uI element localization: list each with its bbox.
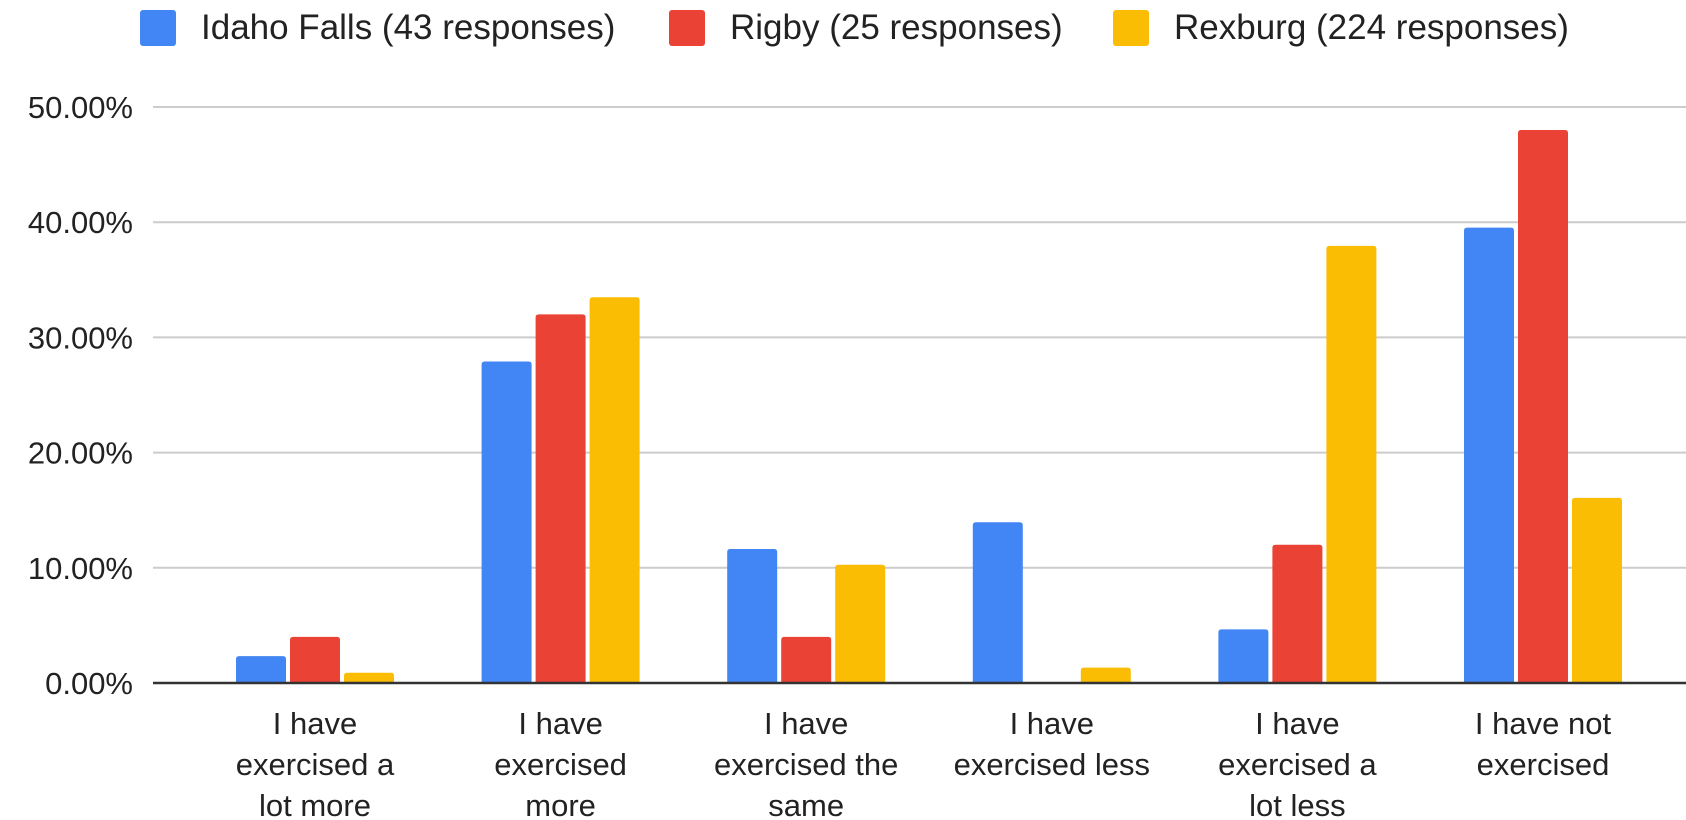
bar bbox=[835, 564, 886, 683]
legend-label: Rexburg (224 responses) bbox=[1174, 8, 1569, 47]
legend-item: Rigby (25 responses) bbox=[669, 8, 1063, 47]
legend-swatch bbox=[1113, 10, 1149, 46]
bar bbox=[1326, 245, 1377, 684]
y-tick-label: 50.00% bbox=[28, 90, 133, 125]
bars bbox=[236, 130, 1622, 684]
y-tick-label: 30.00% bbox=[28, 320, 133, 355]
x-tick-label-line: more bbox=[525, 788, 596, 820]
legend-swatch bbox=[669, 10, 705, 46]
legend-item: Idaho Falls (43 responses) bbox=[140, 8, 615, 47]
y-tick-label: 40.00% bbox=[28, 205, 133, 240]
bar bbox=[727, 549, 778, 683]
x-tick-label-line: lot less bbox=[1249, 788, 1345, 820]
bar bbox=[972, 522, 1023, 683]
x-tick-label-line: exercised a bbox=[1218, 747, 1377, 782]
x-axis: I have exercised a lot more I have exercised… bbox=[153, 681, 1686, 820]
bar bbox=[535, 314, 586, 683]
legend: Idaho Falls (43 responses) Rigby (25 resp… bbox=[140, 8, 1569, 47]
legend-swatch bbox=[140, 10, 176, 46]
x-tick-label-line: I have not bbox=[1475, 706, 1612, 741]
x-tick-label-line: exercised bbox=[494, 747, 627, 782]
legend-label: Rigby (25 responses) bbox=[730, 8, 1063, 47]
y-tick-label: 20.00% bbox=[28, 436, 133, 471]
y-tick-label: 10.00% bbox=[28, 551, 133, 586]
x-tick-label-line: I have bbox=[273, 706, 357, 741]
x-category-label: I have exercised less bbox=[954, 706, 1150, 782]
x-tick-label-line: lot more bbox=[259, 788, 371, 820]
bar bbox=[236, 656, 286, 683]
bar bbox=[781, 636, 832, 683]
x-category-label: I have exercised the same bbox=[714, 706, 898, 820]
gridlines bbox=[153, 106, 1686, 569]
bar bbox=[1080, 667, 1131, 683]
bar bbox=[481, 361, 532, 683]
bar bbox=[344, 672, 394, 683]
x-tick-label-line: exercised less bbox=[954, 747, 1150, 782]
bar bbox=[1572, 497, 1622, 683]
x-tick-label-line: exercised a bbox=[236, 747, 395, 782]
legend-label: Idaho Falls (43 responses) bbox=[201, 8, 615, 47]
x-tick-label-line: exercised bbox=[1477, 747, 1610, 782]
y-tick-label: 0.00% bbox=[45, 666, 133, 701]
x-tick-label-line: I have bbox=[518, 706, 602, 741]
bar bbox=[290, 636, 340, 683]
x-category-label: I have not exercised bbox=[1475, 706, 1612, 782]
legend-item: Rexburg (224 responses) bbox=[1113, 8, 1569, 47]
bar bbox=[589, 297, 640, 683]
bar bbox=[1218, 629, 1269, 683]
x-tick-label-line: I have bbox=[1255, 706, 1339, 741]
y-axis: 0.00% 10.00% 20.00% 30.00% 40.00% 50.00% bbox=[28, 90, 133, 701]
x-tick-label-line: I have bbox=[764, 706, 848, 741]
x-category-label: I have exercised more bbox=[494, 706, 627, 820]
x-category-label: I have exercised a lot more bbox=[236, 706, 395, 820]
x-tick-label-line: I have bbox=[1010, 706, 1094, 741]
bar bbox=[1464, 227, 1514, 684]
bar bbox=[1518, 130, 1568, 684]
bar bbox=[1272, 544, 1323, 683]
x-category-label: I have exercised a lot less bbox=[1218, 706, 1377, 820]
x-tick-label-line: exercised the bbox=[714, 747, 898, 782]
x-tick-label-line: same bbox=[768, 788, 844, 820]
